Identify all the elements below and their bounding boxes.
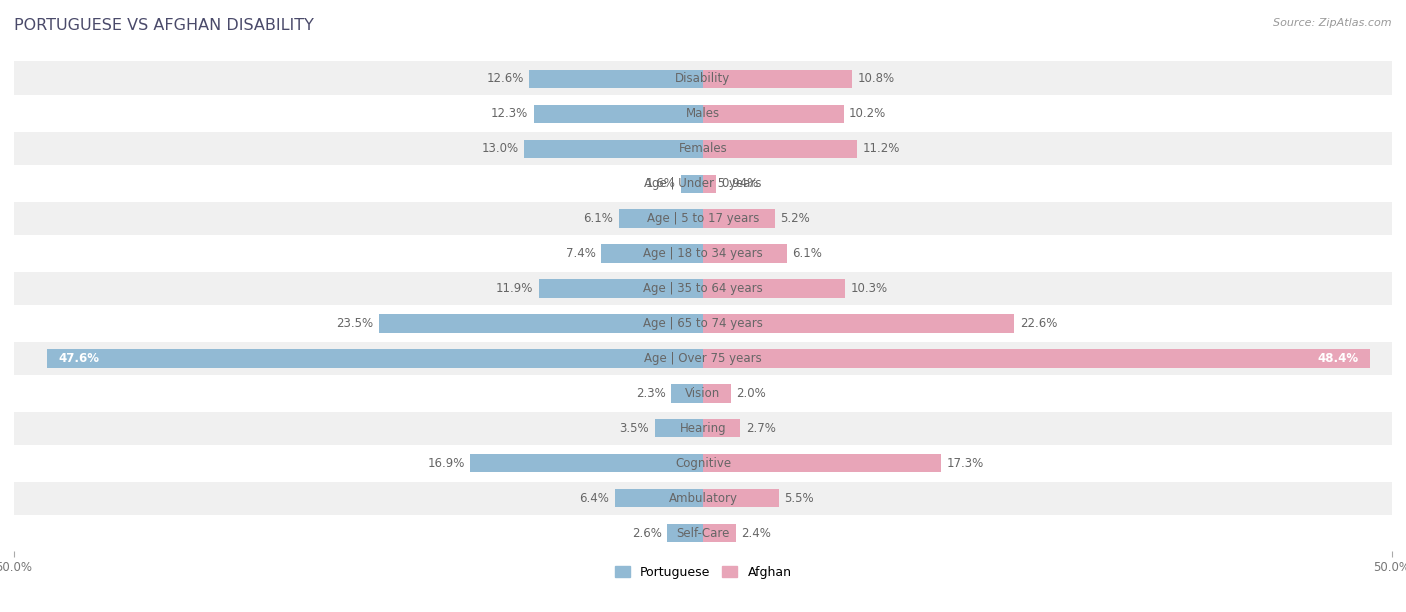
Text: 2.0%: 2.0% xyxy=(737,387,766,400)
Text: 13.0%: 13.0% xyxy=(481,142,519,155)
Bar xyxy=(538,280,703,297)
Legend: Portuguese, Afghan: Portuguese, Afghan xyxy=(610,561,796,584)
Text: 48.4%: 48.4% xyxy=(1317,352,1358,365)
Bar xyxy=(703,315,1014,332)
Bar xyxy=(703,105,844,123)
Text: 12.3%: 12.3% xyxy=(491,107,529,120)
Text: Cognitive: Cognitive xyxy=(675,457,731,470)
Text: 11.2%: 11.2% xyxy=(863,142,900,155)
Text: Vision: Vision xyxy=(685,387,721,400)
Text: Age | 35 to 64 years: Age | 35 to 64 years xyxy=(643,282,763,295)
Bar xyxy=(14,376,1392,411)
Bar xyxy=(619,209,703,228)
Text: Age | 5 to 17 years: Age | 5 to 17 years xyxy=(647,212,759,225)
Text: 10.3%: 10.3% xyxy=(851,282,887,295)
Bar xyxy=(14,411,1392,446)
Text: 10.2%: 10.2% xyxy=(849,107,886,120)
Text: 5.2%: 5.2% xyxy=(780,212,810,225)
Bar xyxy=(703,140,858,158)
Bar xyxy=(671,384,703,403)
Text: Ambulatory: Ambulatory xyxy=(668,492,738,505)
Text: 6.1%: 6.1% xyxy=(793,247,823,260)
Bar xyxy=(655,419,703,438)
Text: 2.3%: 2.3% xyxy=(636,387,666,400)
Bar xyxy=(14,96,1392,131)
Text: 6.1%: 6.1% xyxy=(583,212,613,225)
Bar xyxy=(14,131,1392,166)
Text: Age | Under 5 years: Age | Under 5 years xyxy=(644,177,762,190)
Text: 0.94%: 0.94% xyxy=(721,177,759,190)
Bar xyxy=(14,341,1392,376)
Text: 1.6%: 1.6% xyxy=(645,177,675,190)
Bar xyxy=(14,166,1392,201)
Bar xyxy=(703,349,1369,368)
Bar xyxy=(48,349,703,368)
Text: Age | 65 to 74 years: Age | 65 to 74 years xyxy=(643,317,763,330)
Text: Self-Care: Self-Care xyxy=(676,527,730,540)
Text: Disability: Disability xyxy=(675,72,731,85)
Bar xyxy=(668,524,703,542)
Bar xyxy=(681,174,703,193)
Bar xyxy=(703,419,740,438)
Text: 2.4%: 2.4% xyxy=(741,527,772,540)
Bar xyxy=(703,489,779,507)
Bar xyxy=(533,105,703,123)
Bar xyxy=(530,70,703,88)
Text: 22.6%: 22.6% xyxy=(1019,317,1057,330)
Text: 16.9%: 16.9% xyxy=(427,457,464,470)
Bar xyxy=(470,454,703,472)
Text: 3.5%: 3.5% xyxy=(620,422,650,435)
Bar xyxy=(600,244,703,263)
Bar xyxy=(14,306,1392,341)
Text: 2.7%: 2.7% xyxy=(745,422,776,435)
Text: Source: ZipAtlas.com: Source: ZipAtlas.com xyxy=(1274,18,1392,28)
Text: 7.4%: 7.4% xyxy=(565,247,596,260)
Text: Hearing: Hearing xyxy=(679,422,727,435)
Bar xyxy=(703,524,737,542)
Text: 6.4%: 6.4% xyxy=(579,492,609,505)
Text: 23.5%: 23.5% xyxy=(336,317,374,330)
Bar xyxy=(14,61,1392,96)
Bar xyxy=(703,280,845,297)
Bar xyxy=(524,140,703,158)
Bar xyxy=(14,481,1392,516)
Bar xyxy=(703,70,852,88)
Bar xyxy=(14,446,1392,481)
Bar xyxy=(703,244,787,263)
Text: 47.6%: 47.6% xyxy=(58,352,100,365)
Text: Males: Males xyxy=(686,107,720,120)
Bar xyxy=(703,209,775,228)
Bar xyxy=(14,236,1392,271)
Text: 10.8%: 10.8% xyxy=(858,72,894,85)
Text: 12.6%: 12.6% xyxy=(486,72,524,85)
Bar xyxy=(614,489,703,507)
Text: Age | 18 to 34 years: Age | 18 to 34 years xyxy=(643,247,763,260)
Bar xyxy=(14,271,1392,306)
Text: Females: Females xyxy=(679,142,727,155)
Text: 11.9%: 11.9% xyxy=(496,282,533,295)
Text: PORTUGUESE VS AFGHAN DISABILITY: PORTUGUESE VS AFGHAN DISABILITY xyxy=(14,18,314,34)
Bar xyxy=(703,384,731,403)
Text: 5.5%: 5.5% xyxy=(785,492,814,505)
Text: 17.3%: 17.3% xyxy=(946,457,984,470)
Text: Age | Over 75 years: Age | Over 75 years xyxy=(644,352,762,365)
Bar xyxy=(703,174,716,193)
Text: 2.6%: 2.6% xyxy=(631,527,662,540)
Bar xyxy=(380,315,703,332)
Bar xyxy=(14,516,1392,551)
Bar xyxy=(14,201,1392,236)
Bar xyxy=(703,454,942,472)
